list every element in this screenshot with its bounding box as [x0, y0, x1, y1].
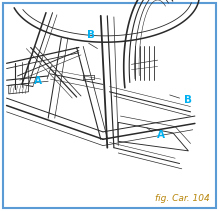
Text: fig. Car. 104: fig. Car. 104 — [155, 193, 210, 203]
Text: B: B — [87, 30, 95, 40]
Text: B: B — [184, 95, 192, 105]
Text: A: A — [34, 76, 42, 86]
Text: A: A — [157, 130, 165, 140]
